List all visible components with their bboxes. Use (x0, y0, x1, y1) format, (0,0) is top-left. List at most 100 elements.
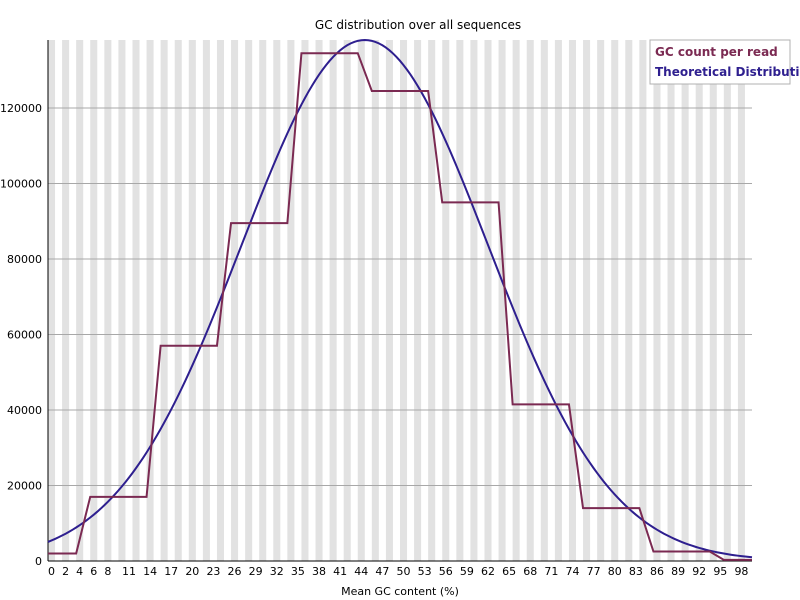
y-tick-label: 80000 (7, 253, 42, 266)
y-tick-label: 60000 (7, 328, 42, 341)
y-tick-label: 120000 (0, 102, 42, 115)
legend-entry-gc-count: GC count per read (655, 45, 778, 59)
column-band (259, 40, 267, 561)
chart-title: GC distribution over all sequences (315, 18, 521, 32)
x-tick-label: 11 (122, 565, 136, 578)
column-band (371, 40, 379, 561)
x-tick-label: 74 (565, 565, 579, 578)
x-tick-label: 32 (270, 565, 284, 578)
x-tick-label: 38 (312, 565, 326, 578)
legend-entry-theoretical: Theoretical Distribution (655, 65, 800, 79)
x-tick-label: 8 (104, 565, 111, 578)
x-tick-label: 29 (249, 565, 263, 578)
x-tick-label: 2 (62, 565, 69, 578)
column-band (709, 40, 717, 561)
column-band (414, 40, 422, 561)
x-tick-label: 23 (206, 565, 220, 578)
x-tick-labels: 0 2 4 6 8 11 14 17 20 23 26 29 32 35 38 41 44 47 50 53 56 59 6… (48, 565, 748, 578)
x-tick-label: 95 (713, 565, 727, 578)
column-band (315, 40, 323, 561)
x-tick-label: 50 (397, 565, 411, 578)
x-tick-label: 53 (418, 565, 432, 578)
y-tick-label: 40000 (7, 404, 42, 417)
x-tick-label: 86 (650, 565, 664, 578)
column-band (273, 40, 281, 561)
legend-box (649, 39, 791, 85)
column-band (146, 40, 154, 561)
column-band (681, 40, 689, 561)
column-band (188, 40, 196, 561)
x-tick-label: 17 (164, 565, 178, 578)
x-tick-label: 6 (90, 565, 97, 578)
column-band (329, 40, 337, 561)
column-band (737, 40, 745, 561)
column-band (554, 40, 562, 561)
x-tick-label: 71 (544, 565, 558, 578)
column-band (695, 40, 703, 561)
column-band (540, 40, 548, 561)
column-band (723, 40, 731, 561)
y-tick-label: 0 (35, 555, 42, 568)
y-tick-label: 20000 (7, 479, 42, 492)
column-band (512, 40, 520, 561)
column-band (160, 40, 168, 561)
column-band (625, 40, 633, 561)
column-band (639, 40, 647, 561)
column-band (385, 40, 393, 561)
x-tick-label: 47 (375, 565, 389, 578)
column-band (456, 40, 464, 561)
x-tick-label: 14 (143, 565, 157, 578)
x-tick-label: 44 (354, 565, 368, 578)
column-band (231, 40, 239, 561)
x-tick-label: 62 (481, 565, 495, 578)
column-bands (48, 40, 745, 561)
column-band (597, 40, 605, 561)
column-band (611, 40, 619, 561)
column-band (48, 40, 56, 561)
x-tick-label: 26 (228, 565, 242, 578)
x-tick-label: 59 (460, 565, 474, 578)
x-tick-label: 35 (291, 565, 305, 578)
column-band (174, 40, 182, 561)
series-line-gc-count-per-read (48, 52, 752, 561)
column-band (76, 40, 84, 561)
column-band (568, 40, 576, 561)
series-line-theoretical-distribution (47, 38, 753, 559)
x-tick-label: 68 (523, 565, 537, 578)
series-lines (47, 38, 753, 561)
x-tick-label: 41 (333, 565, 347, 578)
column-band (245, 40, 253, 561)
column-band (470, 40, 478, 561)
column-band (62, 40, 70, 561)
column-band (301, 40, 309, 561)
column-band (498, 40, 506, 561)
x-tick-label: 92 (692, 565, 706, 578)
x-tick-label: 56 (439, 565, 453, 578)
x-tick-label: 0 (48, 565, 55, 578)
column-band (118, 40, 126, 561)
column-band (357, 40, 365, 561)
y-tick-labels: 0 20000 40000 60000 80000 100000 120000 (0, 102, 42, 568)
column-band (526, 40, 534, 561)
column-band (202, 40, 210, 561)
column-band (667, 40, 675, 561)
column-band (90, 40, 98, 561)
column-band (343, 40, 351, 561)
x-tick-label: 83 (629, 565, 643, 578)
column-band (132, 40, 140, 561)
axes (47, 40, 752, 562)
column-band (653, 40, 661, 561)
column-band (583, 40, 591, 561)
column-band (287, 40, 295, 561)
horizontal-gridlines (48, 107, 752, 486)
x-axis-label: Mean GC content (%) (341, 585, 459, 598)
column-band (104, 40, 112, 561)
x-tick-label: 80 (608, 565, 622, 578)
x-tick-label: 77 (587, 565, 601, 578)
x-tick-label: 98 (734, 565, 748, 578)
y-tick-label: 100000 (0, 177, 42, 190)
column-band (400, 40, 408, 561)
column-band (442, 40, 450, 561)
x-tick-label: 89 (671, 565, 685, 578)
